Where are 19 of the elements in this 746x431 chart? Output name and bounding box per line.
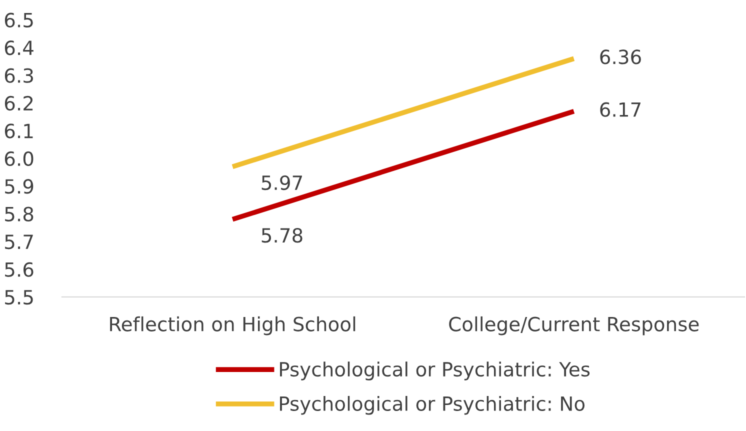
y-tick-label: 5.8 <box>5 206 34 222</box>
y-tick-label: 5.7 <box>5 234 33 250</box>
data-label: 6.36 <box>600 50 641 64</box>
data-label: 5.78 <box>262 228 302 243</box>
legend-label: Psychological or Psychiatric: No <box>280 396 585 415</box>
y-tick-label: 6.0 <box>4 151 34 166</box>
legend-label: Psychological or Psychiatric: Yes <box>280 362 590 380</box>
y-tick-label: 6.4 <box>4 40 34 56</box>
y-tick-label: 5.5 <box>5 290 33 305</box>
y-tick-label: 5.6 <box>5 262 34 277</box>
y-tick-label: 6.3 <box>4 68 33 83</box>
x-tick-label: Reflection on High School <box>110 316 356 336</box>
y-tick-label: 6.5 <box>4 12 33 28</box>
y-tick-label: 5.9 <box>5 179 34 194</box>
y-tick-label: 6.2 <box>4 96 33 111</box>
y-tick-label: 6.1 <box>4 124 33 138</box>
x-tick-label: College/Current Response <box>449 316 699 336</box>
data-label: 5.97 <box>262 175 302 190</box>
data-label: 6.17 <box>600 102 640 117</box>
